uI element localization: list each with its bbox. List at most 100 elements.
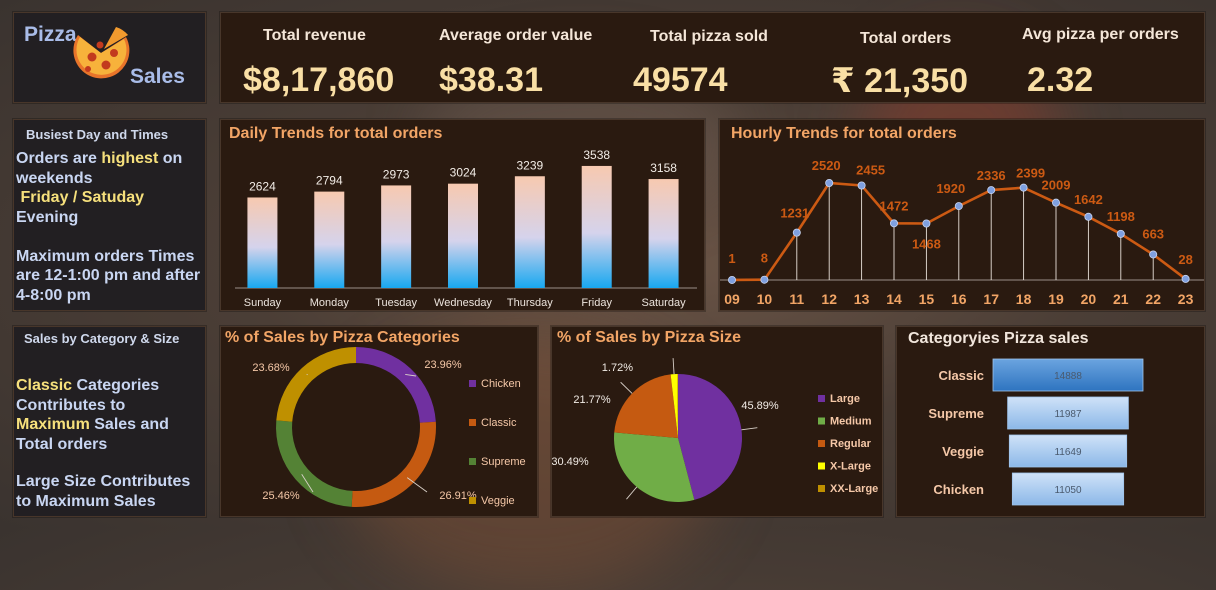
hourly-point [793,229,800,236]
hourly-point-value: 2455 [856,163,885,178]
busiest-line1-highlight: highest [101,150,158,167]
hourly-point [1150,251,1157,258]
donut-legend-label: Classic [481,417,517,429]
donut-slice [276,347,356,422]
donut-legend-label: Veggie [481,495,515,507]
pie-leader-line [621,382,632,393]
pie-value-label: 45.89% [741,400,779,412]
hourly-hour-label: 15 [919,291,935,307]
kpi-panel: Total revenue $8,17,860 Average order va… [220,12,1205,103]
daily-category-label: Saturday [642,297,687,309]
pie-legend-label: Regular [830,438,872,450]
hourly-hour-label: 09 [724,291,740,307]
daily-category-label: Tuesday [375,297,417,309]
busiest-insight-panel: Busiest Day and Times Orders are highest… [13,119,206,311]
hourly-point [1182,275,1189,282]
kpi-label-avg-pizza: Avg pizza per orders [1022,26,1179,44]
donut-legend-swatch [469,458,476,465]
funnel-category-label: Supreme [928,406,984,421]
funnel-category-label: Veggie [942,444,984,459]
donut-legend-swatch [469,497,476,504]
pie-legend-swatch [818,395,825,402]
hourly-point [761,276,768,283]
pie-legend-label: Large [830,393,860,405]
hourly-point-value: 1642 [1074,192,1103,207]
donut-legend-label: Chicken [481,378,521,390]
hourly-point [1020,184,1027,191]
category-insight-title: Sales by Category & Size [24,331,179,346]
daily-bar [448,184,478,288]
kpi-label-revenue: Total revenue [263,27,366,45]
daily-bar [515,176,545,288]
hourly-point-value: 1231 [780,206,809,221]
hourly-hour-label: 12 [821,291,837,307]
daily-bar-value: 2624 [249,179,276,193]
pie-legend-swatch [818,440,825,447]
hourly-hour-label: 16 [951,291,967,307]
daily-bar [582,166,612,288]
hourly-hour-label: 21 [1113,291,1129,307]
pie-legend-swatch [818,463,825,470]
category-insight-text-1: Classic Categories Contributes to Maximu… [16,376,202,454]
pie-legend-label: X-Large [830,461,871,473]
funnel-bar-value: 11987 [1054,409,1082,420]
donut-legend-swatch [469,380,476,387]
hourly-point [923,220,930,227]
hourly-point [1085,213,1092,220]
busiest-line1-pre: Orders are [16,150,101,167]
daily-category-label: Thursday [507,297,553,309]
hourly-point [988,186,995,193]
hourly-point-value: 2520 [812,158,841,173]
funnel-category-label: Chicken [933,482,984,497]
busiest-text: Orders are highest on weekends Friday / … [16,149,202,305]
hourly-hour-label: 13 [854,291,870,307]
hourly-point-value: 28 [1178,252,1192,267]
logo-word-pizza: Pizza [24,23,77,47]
kpi-value-avg-order: $38.31 [439,61,543,100]
busiest-times: Maximum orders Times are 12-1:00 pm and … [16,248,200,285]
daily-bar-value: 3024 [450,166,477,180]
kpi-label-total-orders: Total orders [860,30,951,48]
daily-bar-value: 3538 [583,148,610,162]
hourly-hour-label: 18 [1016,291,1032,307]
logo-word-sales: Sales [130,65,185,89]
funnel-bar-value: 14888 [1054,371,1082,382]
hourly-hour-label: 11 [789,291,804,307]
daily-bar [381,185,411,288]
hourly-point [826,179,833,186]
hourly-point [955,202,962,209]
donut-legend-swatch [469,419,476,426]
funnel-category-label: Classic [938,368,984,383]
pie-leader-line [673,358,674,374]
daily-bar-value: 3239 [517,158,544,172]
busiest-title: Busiest Day and Times [26,127,168,142]
hourly-point-value: 663 [1142,226,1164,241]
pizza-icon [70,23,132,79]
hourly-point-value: 1198 [1107,209,1135,224]
kpi-value-avg-pizza: 2.32 [1027,61,1093,100]
daily-bar-value: 2973 [383,167,410,181]
daily-category-label: Friday [581,297,612,309]
size-pie-chart: 45.89%30.49%21.77%1.72%LargeMediumRegula… [552,327,882,516]
daily-bar-value: 3158 [650,161,677,175]
hourly-point-value: 2009 [1042,178,1071,193]
busiest-days: Friday / Satuday [20,189,144,206]
donut-legend-label: Supreme [481,456,526,468]
hourly-point-value: 1920 [936,181,965,196]
kpi-label-pizza-sold: Total pizza sold [650,28,768,46]
donut-slice [352,422,436,507]
hourly-point [890,220,897,227]
kpi-value-revenue: $8,17,860 [243,61,394,100]
donut-value-label: 25.46% [262,490,300,502]
pie-leader-line [741,428,757,430]
hourly-point [1052,199,1059,206]
hourly-hour-label: 23 [1178,291,1194,307]
hourly-hour-label: 22 [1145,291,1161,307]
daily-bar-value: 2794 [316,174,343,188]
hourly-point-value: 1 [728,251,735,266]
donut-value-label: 23.96% [424,359,462,371]
pie-legend-label: XX-Large [830,483,878,495]
hourly-point-value: 1468 [912,236,941,251]
